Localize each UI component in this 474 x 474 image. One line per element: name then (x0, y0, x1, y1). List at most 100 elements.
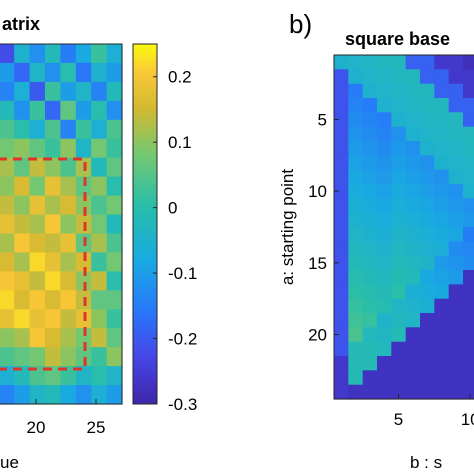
panel-a-cell (60, 366, 77, 386)
panel-a-cell (106, 138, 123, 159)
panel-a-cell (91, 81, 108, 102)
panel-a-cell (75, 81, 92, 102)
panel-b-cell (463, 356, 474, 371)
panel-a-cell (106, 81, 123, 102)
panel-b-cell (420, 255, 435, 271)
panel-b-cell (405, 184, 421, 199)
panel-a-cell (29, 385, 46, 405)
panel-a-cell (75, 44, 92, 64)
panel-b-cell (391, 112, 407, 128)
panel-a-cell (45, 309, 61, 329)
panel-b-cell (391, 255, 407, 271)
colorbar-segment (133, 212, 157, 216)
colorbar-segment (133, 263, 157, 267)
colorbar-segment (133, 209, 157, 213)
panel-a-cell (29, 195, 46, 216)
panel-a-cell (106, 44, 123, 64)
panel-b-cell (434, 370, 450, 386)
panel-b-cell (362, 184, 378, 199)
colorbar-segment (133, 392, 157, 396)
panel-a-cell (91, 347, 108, 367)
panel-b-cell (334, 98, 349, 113)
panel-a-cell (14, 385, 31, 405)
panel-a-cell (91, 309, 108, 329)
panel-b-cell (420, 141, 435, 156)
panel-b-y-ticks: 5 10 15 20 (308, 111, 339, 345)
panel-a-cell (0, 100, 15, 121)
colorbar-segment (133, 137, 157, 141)
panel-b-cell (463, 155, 474, 171)
panel-b-cell (348, 198, 364, 214)
panel-b-cell (434, 298, 450, 314)
panel-b-heatmap (334, 55, 474, 400)
panel-a-cell (14, 309, 31, 329)
panel-b-cell (434, 313, 450, 328)
panel-a-cell (45, 176, 61, 197)
panel-b-cell (362, 384, 378, 400)
panel-b-cell (334, 255, 349, 271)
colorbar-segment (133, 236, 157, 240)
panel-b-cell (434, 184, 450, 199)
panel-b-cell (463, 227, 474, 242)
panel-b-cell (348, 184, 364, 199)
panel-b-cell (362, 370, 378, 386)
colorbar-segment (133, 122, 157, 126)
panel-a-cell (0, 366, 15, 386)
colorbar-segment (133, 299, 157, 303)
panel-a-cell (60, 347, 77, 367)
panel-b-cell (448, 370, 464, 386)
panel-b-cell (463, 169, 474, 185)
panel-b-cell (362, 169, 378, 185)
colorbar-segment (133, 44, 157, 48)
panel-b-cell (334, 341, 349, 357)
panel-a-cell (0, 271, 15, 291)
panel-b-cell (448, 298, 464, 314)
panel-a-cell (45, 271, 61, 291)
panel-b-y-tick-label: 5 (318, 111, 327, 130)
panel-b-cell (362, 255, 378, 271)
panel-b-y-tick-label: 15 (308, 254, 327, 273)
panel-b-cell (420, 198, 435, 214)
panel-b-cell (448, 155, 464, 171)
panel-b-cell (377, 141, 392, 156)
panel-b-cell (362, 241, 378, 257)
panel-b-x-tick-label: 10 (461, 410, 474, 429)
colorbar-segment (133, 386, 157, 390)
panel-b-cell (434, 212, 450, 228)
panel-a-cell (60, 44, 77, 64)
panel-b-cell (434, 327, 450, 343)
panel-a-cell (0, 214, 15, 234)
panel-b-cell (377, 83, 392, 99)
panel-a-cell (45, 62, 61, 83)
colorbar-segment (133, 59, 157, 63)
panel-b-cell (377, 327, 392, 343)
panel-b-cell (405, 241, 421, 257)
panel-b-cell (362, 141, 378, 156)
colorbar-segment (133, 206, 157, 210)
panel-a-cell (45, 44, 61, 64)
panel-b-xlabel: b : s (410, 453, 442, 472)
panel-a-cell (106, 157, 123, 178)
panel-a-cell (106, 290, 123, 310)
panel-a-cell (45, 214, 61, 234)
panel-b-cell (463, 341, 474, 357)
panel-a-cell (75, 119, 92, 140)
panel-a-cell (91, 44, 108, 64)
panel-a-cell (91, 119, 108, 140)
panel-a-cell (106, 385, 123, 405)
colorbar-segment (133, 113, 157, 117)
colorbar-tick-label: 0.1 (168, 133, 192, 152)
panel-b-cell (362, 270, 378, 285)
panel-a-cell (29, 119, 46, 140)
panel-a-cell (75, 138, 92, 159)
panel-b-cell (420, 370, 435, 386)
panel-a-cell (0, 309, 15, 329)
panel-a-cell (0, 252, 15, 272)
panel-a-cell (60, 328, 77, 348)
panel-b-cell (391, 55, 407, 70)
panel-b-cell (463, 112, 474, 128)
panel-b-cell (391, 384, 407, 400)
panel-a-cell (29, 366, 46, 386)
colorbar-segment (133, 170, 157, 174)
colorbar-segment (133, 254, 157, 258)
